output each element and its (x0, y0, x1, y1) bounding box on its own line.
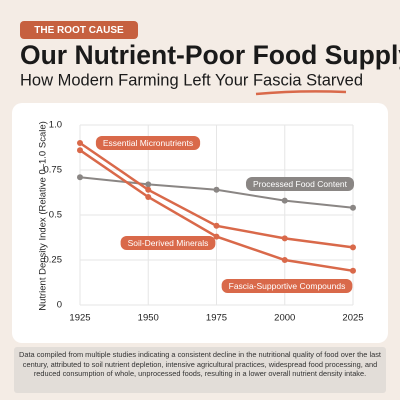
point (145, 181, 152, 188)
legend-label-bg (221, 279, 353, 293)
x-tick-label: 2000 (274, 313, 295, 324)
point (77, 147, 83, 154)
x-tick-label: 2025 (342, 313, 363, 324)
point (350, 244, 356, 251)
point (350, 204, 356, 211)
legend-label-bg (245, 177, 355, 191)
legend-label: Processed Food Content (253, 179, 348, 189)
x-tick-label: 1950 (138, 313, 159, 324)
legend-label-bg (95, 136, 201, 150)
card (12, 103, 388, 343)
point (145, 194, 152, 200)
point (77, 174, 83, 181)
point (213, 222, 220, 229)
badge: THE ROOT CAUSE (34, 25, 124, 36)
underline (255, 90, 347, 96)
y-tick-label: 0.75 (44, 165, 63, 176)
point (213, 233, 220, 240)
chart-subtitle: How Modern Farming Left Your Fascia Star… (20, 71, 363, 89)
point (281, 257, 288, 263)
point (281, 197, 288, 204)
badge-bg (20, 21, 138, 39)
x-tick-label: 1925 (69, 313, 90, 324)
y-tick-label: 0 (57, 300, 62, 311)
point (77, 140, 83, 146)
footnote: Data compiled from multiple studies indi… (14, 347, 386, 393)
legend-label: Essential Micronutrients (103, 138, 193, 148)
point (145, 186, 152, 193)
y-tick-label: 0.5 (49, 210, 62, 221)
point (350, 267, 356, 274)
point (281, 235, 288, 242)
x-tick-label: 1975 (206, 313, 227, 324)
y-axis-label: Nutrient Density Index (Relative 0–1.0 S… (38, 121, 49, 311)
annotation: Soil-Derived Minerals (128, 238, 209, 248)
y-tick-label: 0.25 (44, 255, 63, 266)
point (213, 186, 220, 193)
chart-title: Our Nutrient-Poor Food Supply (20, 40, 400, 70)
y-tick-label: 1.0 (49, 120, 62, 131)
legend-label: Fascia-Supportive Compounds (229, 281, 346, 291)
annotation-bg (120, 236, 216, 250)
